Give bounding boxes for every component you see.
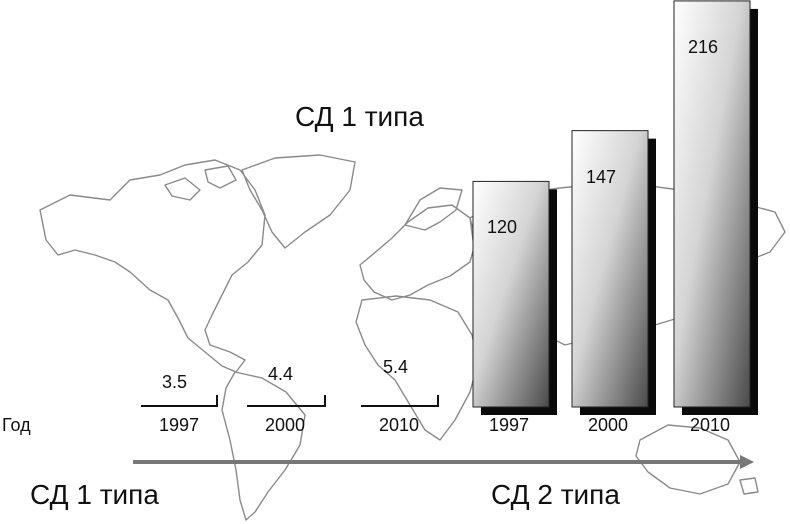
type2-bar <box>673 0 758 415</box>
footer-label-type1: СД 1 типа <box>30 479 159 510</box>
type2-year-label: 2000 <box>588 415 629 435</box>
timeline-arrow <box>133 455 754 469</box>
type1-brackets <box>141 395 439 407</box>
type1-year-label: 2000 <box>265 415 306 435</box>
map-arctic-islands <box>164 165 237 201</box>
type1-bracket <box>361 395 439 407</box>
type2-bars <box>472 0 758 415</box>
map-africa <box>355 295 479 441</box>
type2-year-label: 2010 <box>690 415 731 435</box>
type2-year-label: 1997 <box>489 415 530 435</box>
map-australia <box>635 424 741 495</box>
type2-data-label: 216 <box>688 36 719 57</box>
map-south-america <box>221 371 306 521</box>
type1-year-label: 2010 <box>379 415 420 435</box>
bar-face <box>571 130 649 408</box>
bar-face <box>472 180 550 408</box>
footer-label-type2: СД 2 типа <box>491 479 620 510</box>
map-scandinavia <box>404 187 463 231</box>
type1-bracket <box>141 395 218 407</box>
type2-bar <box>571 130 656 415</box>
type2-bar <box>472 180 557 415</box>
type2-data-label: 147 <box>586 166 617 187</box>
type1-data-label: 3.5 <box>162 372 188 392</box>
type1-data-label: 5.4 <box>383 357 409 377</box>
type1-year-label: 1997 <box>159 415 200 435</box>
chart-title: СД 1 типа <box>295 101 424 132</box>
type2-data-label: 120 <box>487 217 518 238</box>
year-row-label: Год <box>2 415 31 435</box>
bar-face <box>673 0 751 408</box>
type1-data-label: 4.4 <box>268 364 294 384</box>
map-north-america <box>39 159 266 373</box>
map-greenland <box>241 154 356 249</box>
type1-bracket <box>247 395 326 407</box>
